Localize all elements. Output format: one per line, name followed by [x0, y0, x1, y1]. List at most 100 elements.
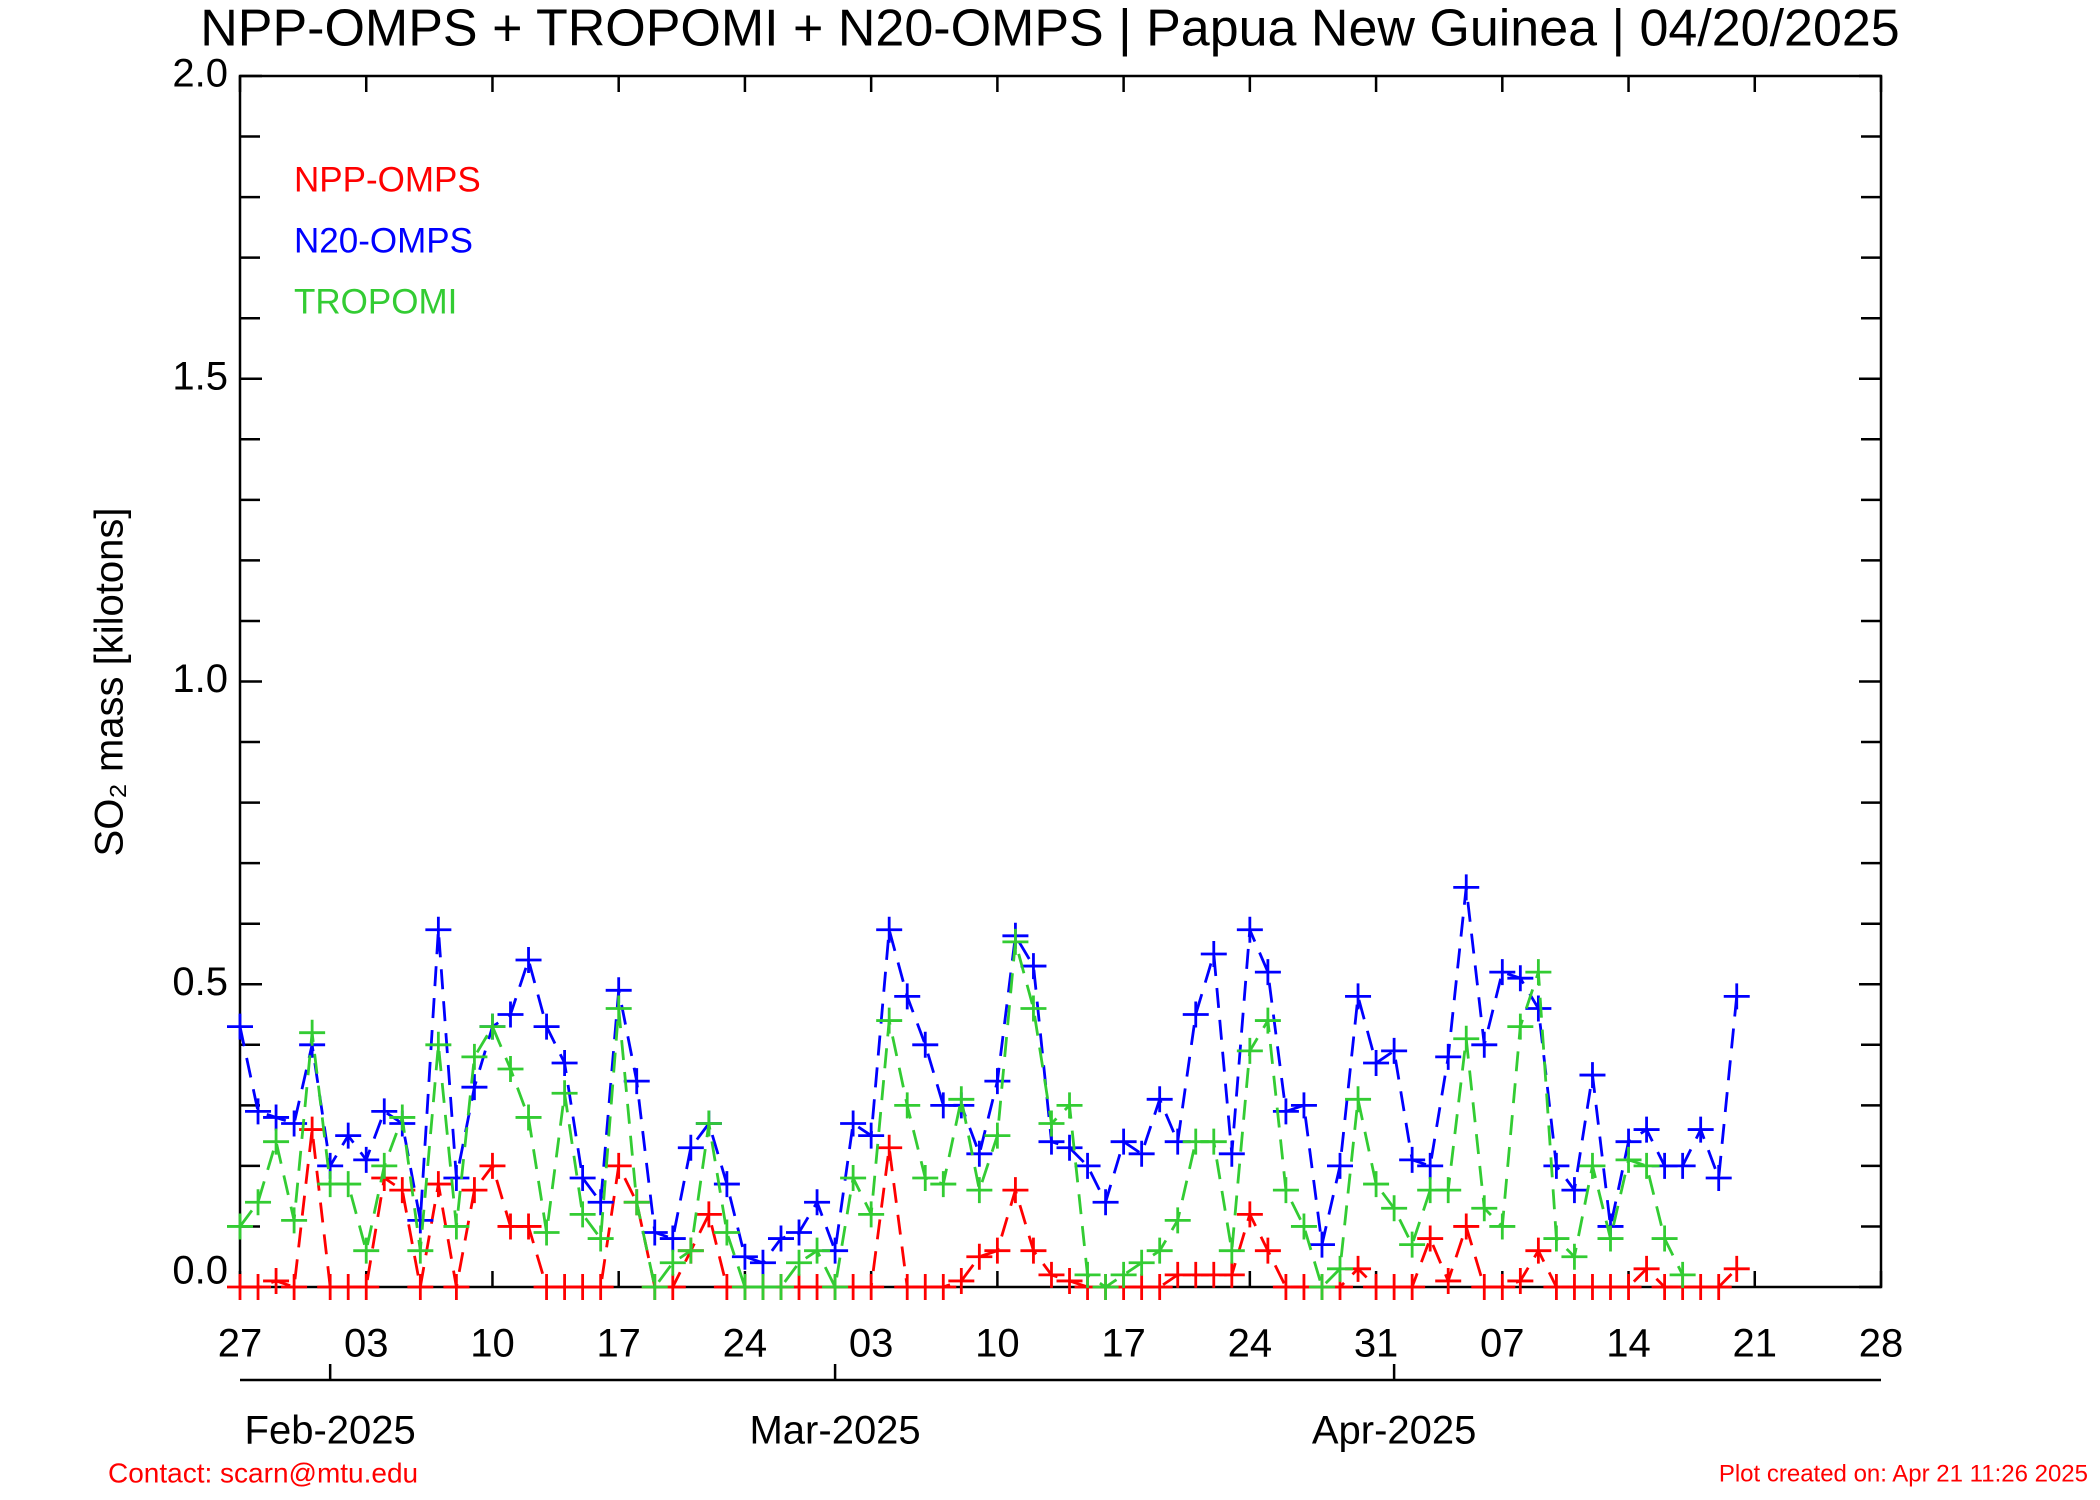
point-marker	[1561, 1177, 1588, 1204]
point-marker	[1110, 1261, 1137, 1288]
x-tick-label: 21	[1733, 1322, 1778, 1366]
point-marker	[1435, 1043, 1462, 1070]
point-marker	[623, 1189, 650, 1216]
point-marker	[1507, 1267, 1534, 1294]
point-marker	[1525, 1237, 1552, 1264]
point-marker	[659, 1225, 686, 1252]
legend-entry: TROPOMI	[294, 282, 457, 321]
point-marker	[515, 947, 542, 974]
point-marker	[804, 1189, 831, 1216]
point-marker	[858, 1122, 885, 1149]
x-tick-label: 10	[975, 1322, 1020, 1366]
point-marker	[335, 1122, 362, 1149]
x-tick-label: 31	[1354, 1322, 1399, 1366]
point-marker	[1092, 1189, 1119, 1216]
month-label: Feb-2025	[245, 1409, 416, 1453]
point-marker	[1327, 1255, 1354, 1282]
point-marker	[425, 1171, 452, 1198]
point-marker	[1236, 1201, 1263, 1228]
point-marker	[1254, 1237, 1281, 1264]
point-marker	[1381, 1195, 1408, 1222]
point-marker	[948, 1086, 975, 1113]
point-marker	[984, 1122, 1011, 1149]
point-marker	[1056, 1092, 1083, 1119]
point-marker	[1399, 1231, 1426, 1258]
point-marker	[1435, 1267, 1462, 1294]
point-marker	[353, 1237, 380, 1264]
point-marker	[1507, 1013, 1534, 1040]
point-marker	[353, 1274, 380, 1300]
point-marker	[1128, 1140, 1155, 1167]
point-marker	[1489, 959, 1516, 986]
point-marker	[497, 1056, 524, 1083]
point-marker	[822, 1274, 849, 1300]
x-tick-label: 10	[470, 1322, 515, 1366]
point-marker	[786, 1249, 813, 1276]
point-marker	[840, 1110, 867, 1137]
point-marker	[1020, 1237, 1047, 1264]
point-marker	[1489, 1274, 1516, 1300]
point-marker	[299, 1019, 326, 1046]
point-marker	[1687, 1116, 1714, 1143]
point-marker	[1345, 983, 1372, 1010]
point-marker	[425, 916, 452, 943]
point-marker	[1290, 1092, 1317, 1119]
point-marker	[1417, 1225, 1444, 1252]
point-marker	[281, 1274, 308, 1300]
x-tick-label: 24	[1228, 1322, 1273, 1366]
point-marker	[1308, 1231, 1335, 1258]
point-marker	[587, 1189, 614, 1216]
chart-title: NPP-OMPS + TROPOMI + N20-OMPS | Papua Ne…	[200, 0, 1899, 58]
point-marker	[966, 1177, 993, 1204]
point-marker	[551, 1049, 578, 1076]
point-marker	[1633, 1255, 1660, 1282]
point-marker	[1327, 1152, 1354, 1179]
point-marker	[1200, 940, 1227, 967]
point-marker	[894, 1092, 921, 1119]
point-marker	[1633, 1152, 1660, 1179]
point-marker	[1290, 1213, 1317, 1240]
point-marker	[587, 1274, 614, 1300]
month-label: Apr-2025	[1312, 1409, 1477, 1453]
point-marker	[1471, 1031, 1498, 1058]
point-marker	[1705, 1274, 1732, 1300]
point-marker	[1381, 1037, 1408, 1064]
legend-entry: NPP-OMPS	[294, 160, 481, 199]
point-marker	[930, 1274, 957, 1300]
point-marker	[1435, 1177, 1462, 1204]
point-marker	[966, 1140, 993, 1167]
point-marker	[1651, 1225, 1678, 1252]
x-tick-label: 24	[723, 1322, 768, 1366]
point-marker	[371, 1098, 398, 1125]
point-marker	[876, 1134, 903, 1161]
point-marker	[984, 1068, 1011, 1095]
point-marker	[1272, 1177, 1299, 1204]
point-marker	[497, 1001, 524, 1028]
point-marker	[1453, 1025, 1480, 1052]
point-marker	[461, 1177, 488, 1204]
point-marker	[1345, 1086, 1372, 1113]
month-label: Mar-2025	[749, 1409, 920, 1453]
point-marker	[1146, 1086, 1173, 1113]
point-marker	[587, 1225, 614, 1252]
point-marker	[623, 1068, 650, 1095]
point-marker	[605, 1152, 632, 1179]
contact: Contact: scarn@mtu.edu	[108, 1457, 418, 1488]
point-marker	[281, 1207, 308, 1234]
point-marker	[1074, 1152, 1101, 1179]
y-tick-label: 0.5	[172, 960, 228, 1004]
point-marker	[479, 1152, 506, 1179]
point-marker	[1200, 1128, 1227, 1155]
x-tick-label: 03	[344, 1322, 389, 1366]
point-marker	[677, 1134, 704, 1161]
point-marker	[1543, 1225, 1570, 1252]
point-marker	[1417, 1152, 1444, 1179]
point-marker	[1669, 1152, 1696, 1179]
point-marker	[641, 1219, 668, 1246]
point-marker	[749, 1249, 776, 1276]
point-marker	[1525, 995, 1552, 1022]
y-tick-label: 2.0	[172, 52, 228, 96]
point-marker	[1236, 916, 1263, 943]
point-marker	[533, 1013, 560, 1040]
